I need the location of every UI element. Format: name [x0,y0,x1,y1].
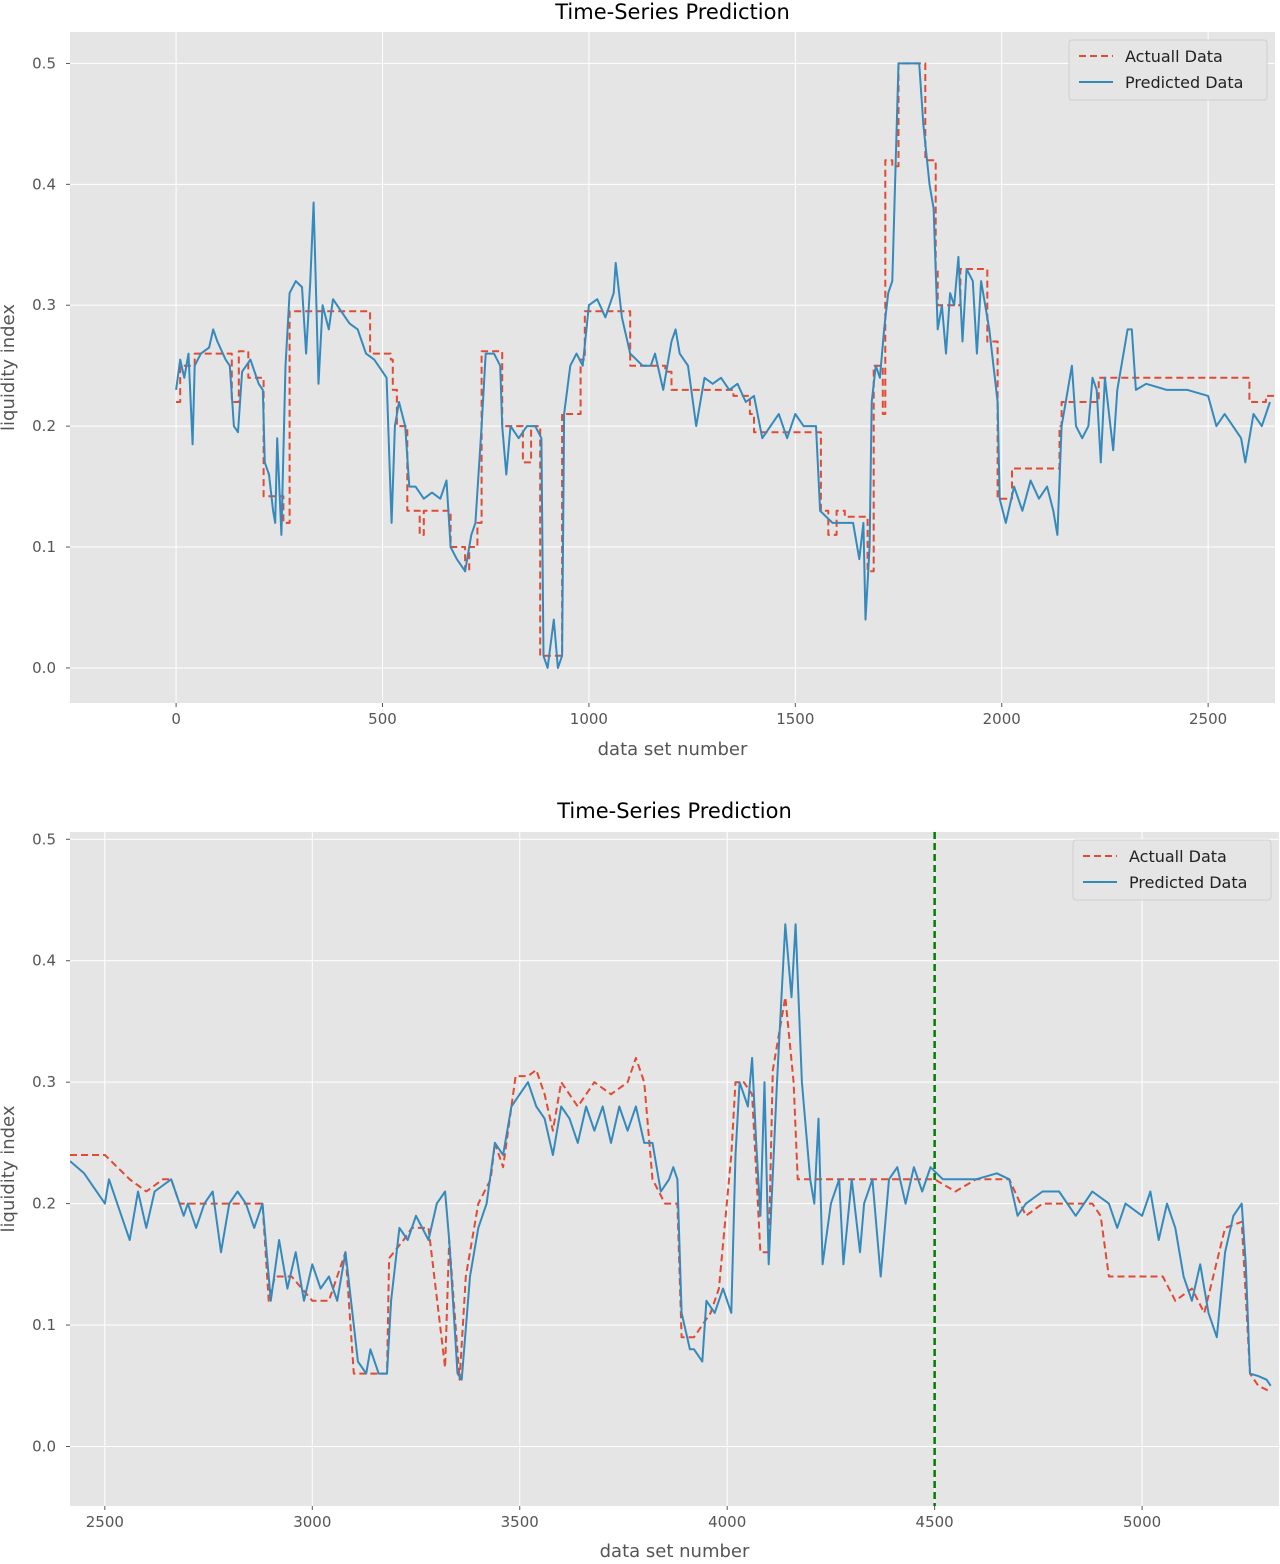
legend: Actuall Data Predicted Data [1068,39,1268,101]
legend-label: Predicted Data [1125,73,1243,92]
chart-title: Time-Series Prediction [554,0,790,24]
series-line-actual [176,62,1275,657]
y-tick-label: 0.2 [32,417,56,435]
legend-box [1068,39,1268,101]
x-axis-label: data set number [600,1541,750,1560]
y-tick-label: 0.5 [32,54,56,72]
y-tick-label: 0.0 [32,1437,56,1455]
y-tick-label: 0.2 [32,1195,56,1213]
x-tick-label: 2000 [983,710,1021,728]
series-line-predicted [70,923,1272,1387]
y-axis-label: liquidity index [0,304,19,431]
x-tick-label: 0 [171,710,181,728]
x-tick-label: 3000 [293,1513,331,1531]
x-tick-label: 2500 [86,1513,124,1531]
x-tick-label: 1000 [570,710,608,728]
legend-label: Actuall Data [1129,847,1227,866]
y-tick-label: 0.1 [32,1316,56,1334]
series-group [70,923,1272,1393]
legend-label: Actuall Data [1125,47,1223,66]
x-tick-label: 2500 [1189,710,1227,728]
plot-area [70,32,1275,703]
legend-label: Predicted Data [1129,873,1247,892]
series-line-actual [70,996,1272,1393]
legend-box [1072,839,1272,901]
y-tick-label: 0.0 [32,659,56,677]
chart-1: 0 500 1000 1500 2000 2500 0.0 0.1 0.2 0.3 0.4 0.5 Ti… [0,0,1275,760]
y-tick-label: 0.4 [32,952,56,970]
x-tick-label: 1500 [776,710,814,728]
x-tick-label: 5000 [1123,1513,1161,1531]
y-tick-label: 0.4 [32,175,56,193]
x-tick-label: 3500 [501,1513,539,1531]
x-tick-label: 4000 [708,1513,746,1531]
y-tick-label: 0.3 [32,1073,56,1091]
series-line-predicted [175,62,1271,669]
series-group [175,62,1275,669]
x-tick-label: 500 [368,710,397,728]
x-axis-label: data set number [598,739,748,760]
y-tick-label: 0.3 [32,296,56,314]
chart-2: 2500 3000 3500 4000 4500 5000 0.0 0.1 0.2 0.3 0.4 0… [0,799,1279,1562]
legend: Actuall Data Predicted Data [1072,839,1272,901]
chart-title: Time-Series Prediction [556,799,792,823]
y-tick-label: 0.1 [32,538,56,556]
y-axis-label: liquidity index [0,1105,19,1232]
y-tick-label: 0.5 [32,830,56,848]
x-tick-label: 4500 [916,1513,954,1531]
